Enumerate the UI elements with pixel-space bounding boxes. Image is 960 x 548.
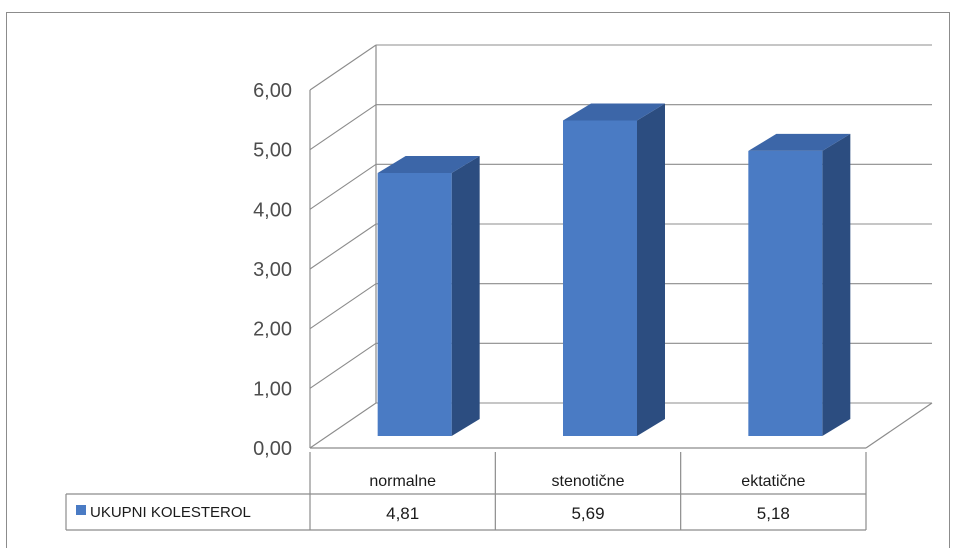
category-label: ektatične xyxy=(741,473,805,490)
bar xyxy=(563,120,637,436)
bar xyxy=(748,150,823,436)
y-tick-label: 2,00 xyxy=(253,319,292,341)
data-table: normalne stenotične ektatične 4,81 5,69 5,18 U… xyxy=(65,452,867,531)
gridline-side xyxy=(309,104,377,151)
bar-side xyxy=(451,156,480,436)
bar-top xyxy=(377,156,480,174)
y-tick-label: 4,00 xyxy=(253,199,292,221)
gridline-side xyxy=(309,163,377,210)
floor-right-edge xyxy=(865,402,933,449)
data-label: 5,18 xyxy=(757,504,790,523)
gridline-side xyxy=(309,283,377,330)
bar-side xyxy=(822,133,851,436)
gridline-side xyxy=(309,402,377,449)
gridline-side xyxy=(309,44,377,91)
category-label: stenotične xyxy=(552,473,625,490)
y-tick-label: 1,00 xyxy=(253,378,292,400)
y-tick-label: 0,00 xyxy=(253,438,292,460)
gridline-side xyxy=(309,342,377,389)
bar xyxy=(377,173,452,436)
category-label: normalne xyxy=(369,473,436,490)
gridline-side xyxy=(309,223,377,270)
y-tick-label: 3,00 xyxy=(253,259,292,281)
y-tick-label: 6,00 xyxy=(253,80,292,102)
legend-swatch xyxy=(76,505,86,515)
bar-side xyxy=(637,103,665,436)
series-name: UKUPNI KOLESTEROL xyxy=(90,504,251,521)
bar-top xyxy=(748,133,851,151)
data-label: 5,69 xyxy=(571,504,604,523)
bar-top xyxy=(563,103,665,121)
data-label: 4,81 xyxy=(386,504,419,523)
y-axis-ticks: 0,00 1,00 2,00 3,00 4,00 5,00 6,00 xyxy=(253,80,292,460)
bars xyxy=(377,103,851,436)
y-tick-label: 5,00 xyxy=(253,140,292,162)
